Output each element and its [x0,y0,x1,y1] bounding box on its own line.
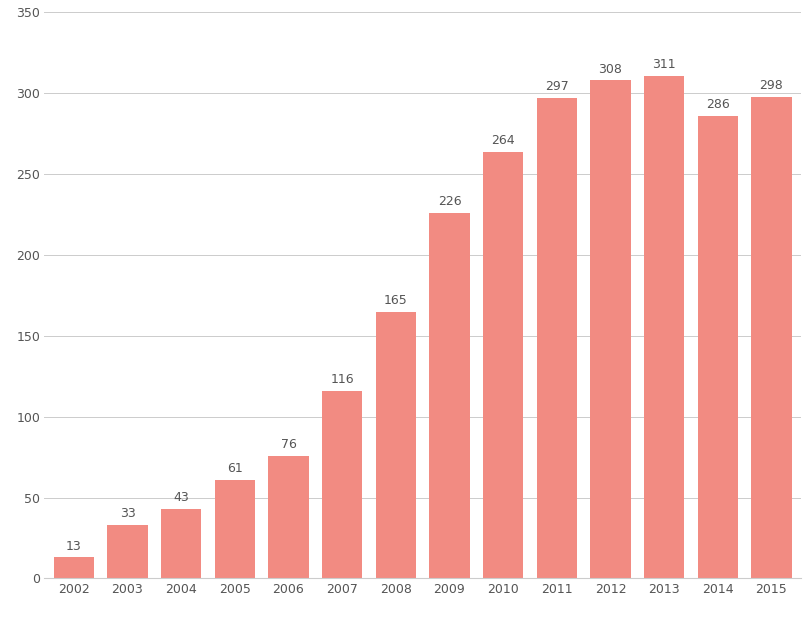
Text: 308: 308 [599,62,622,75]
Text: 43: 43 [173,491,189,504]
Bar [161,509,201,578]
Text: 298: 298 [760,78,783,91]
Bar [751,96,791,578]
Bar [590,80,630,578]
Text: 297: 297 [545,80,568,93]
Text: 76: 76 [280,438,296,451]
Bar [107,525,147,578]
Text: 116: 116 [330,373,354,386]
Bar [698,116,738,578]
Text: 264: 264 [491,134,515,147]
Text: 33: 33 [120,507,135,520]
Bar [322,391,362,578]
Text: 286: 286 [706,98,729,111]
Bar [376,312,416,578]
Bar [54,557,94,578]
Text: 165: 165 [384,294,407,307]
Text: 13: 13 [66,539,81,552]
Bar [537,98,577,578]
Bar [268,455,308,578]
Bar [215,480,255,578]
Text: 311: 311 [652,58,676,71]
Bar [644,75,684,578]
Text: 226: 226 [438,195,461,208]
Bar [483,152,523,578]
Text: 61: 61 [227,462,242,475]
Bar [429,213,469,578]
